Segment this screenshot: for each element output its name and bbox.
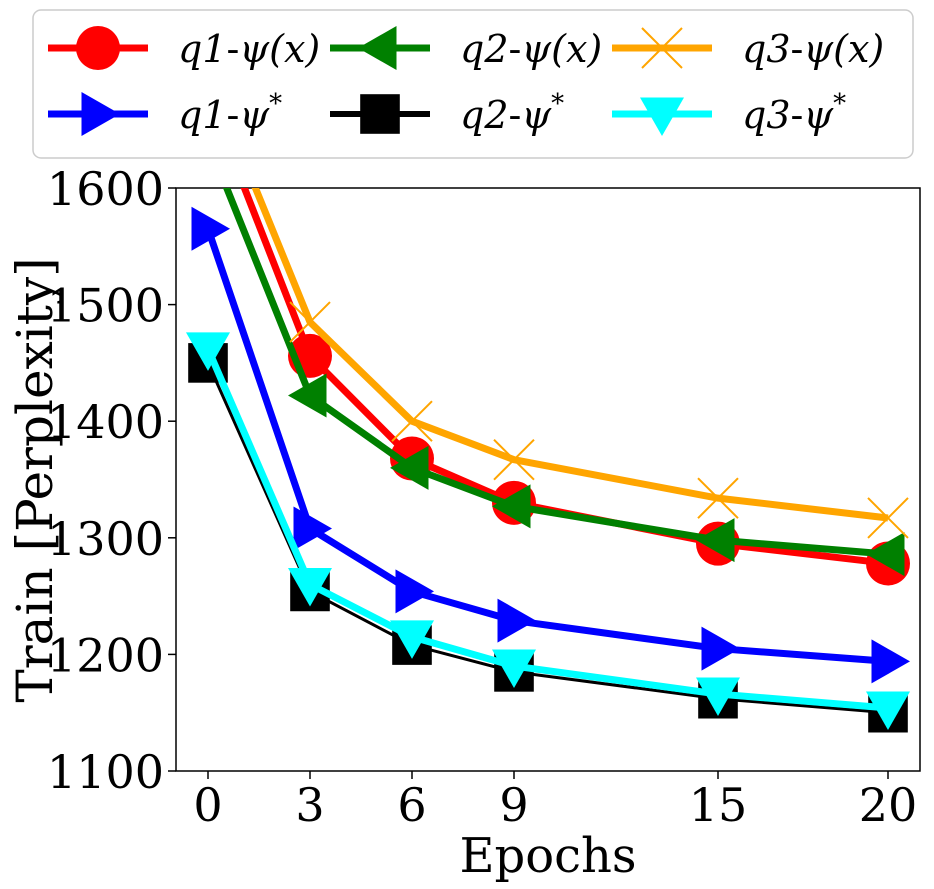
- legend-entry-q1-ψ(x): q1-ψ(x): [48, 26, 320, 71]
- data-point: [696, 677, 740, 717]
- y-tick-label: 1600: [47, 162, 164, 216]
- y-axis: 1100 1200 1300 1400 1500 1600: [47, 162, 176, 799]
- data-point: [289, 301, 331, 343]
- data-point: [288, 567, 332, 607]
- data-point: [697, 477, 739, 519]
- y-axis-label: Train [Perplexity]: [6, 257, 64, 702]
- legend-label: q3-ψ*: [742, 89, 846, 137]
- data-point: [696, 518, 735, 563]
- legend-marker: [76, 26, 120, 70]
- x-tick-label: 6: [397, 778, 426, 832]
- legend-label: q2-ψ*: [460, 89, 564, 137]
- data-point: [293, 506, 332, 551]
- x-tick-label: 20: [859, 778, 918, 832]
- y-tick-label: 1300: [47, 512, 164, 566]
- legend-label: q3-ψ(x): [742, 27, 884, 71]
- data-point: [497, 598, 536, 643]
- x-axis: 0 3 6 9 15 20: [193, 771, 917, 832]
- series-line: [222, 188, 889, 558]
- series-line: [204, 227, 889, 665]
- data-point: [391, 400, 433, 442]
- series-q3-ψ*: [186, 332, 910, 731]
- series-line: [204, 347, 889, 712]
- x-tick-label: 9: [499, 778, 528, 832]
- legend-items: q1-ψ(x) q1-ψ* q2-ψ(x) q2-ψ* q3-ψ(x) q3-ψ*: [48, 26, 884, 137]
- series-line: [251, 188, 889, 522]
- data-point: [492, 484, 531, 529]
- series-q2-ψ(x): [222, 188, 905, 577]
- data-point: [186, 332, 230, 371]
- data-point: [871, 639, 910, 684]
- legend-marker: [358, 26, 397, 70]
- data-point: [492, 649, 536, 689]
- series-line: [240, 188, 889, 567]
- data-point: [701, 626, 740, 671]
- plot-frame: [175, 187, 921, 772]
- x-tick-label: 15: [689, 778, 748, 832]
- legend-entry-q1-ψ*: q1-ψ*: [48, 89, 282, 137]
- y-tick-label: 1500: [47, 279, 164, 333]
- data-point: [866, 532, 905, 577]
- legend-entry-q2-ψ(x): q2-ψ(x): [330, 26, 602, 71]
- legend-label: q1-ψ(x): [178, 27, 320, 71]
- data-point: [288, 373, 327, 418]
- legend-marker: [641, 27, 683, 69]
- y-tick-label: 1100: [47, 745, 164, 799]
- legend-label: q2-ψ(x): [460, 27, 602, 71]
- legend-label: q1-ψ*: [178, 89, 282, 137]
- legend-entry-q3-ψ(x): q3-ψ(x): [612, 27, 884, 71]
- y-tick-label: 1400: [47, 395, 164, 449]
- data-point: [191, 206, 230, 251]
- data-point: [390, 445, 429, 490]
- series-layer: [186, 188, 910, 733]
- y-tick-label: 1200: [47, 628, 164, 682]
- data-point: [395, 569, 434, 614]
- legend-entry-q3-ψ*: q3-ψ*: [612, 89, 846, 137]
- data-point: [866, 691, 910, 731]
- x-axis-label: Epochs: [459, 828, 636, 884]
- data-point: [493, 438, 535, 481]
- legend-marker: [360, 94, 400, 134]
- legend-entry-q2-ψ*: q2-ψ*: [330, 89, 564, 137]
- legend-marker: [81, 92, 120, 136]
- series-q1-ψ*: [191, 206, 910, 684]
- x-tick-label: 0: [193, 778, 222, 832]
- data-point: [390, 620, 434, 659]
- x-tick-label: 3: [295, 778, 324, 832]
- legend-marker: [640, 97, 684, 136]
- legend: q1-ψ(x) q1-ψ* q2-ψ(x) q2-ψ* q3-ψ(x) q3-ψ*: [32, 9, 914, 159]
- series-q3-ψ(x): [251, 188, 909, 539]
- data-point: [867, 497, 909, 539]
